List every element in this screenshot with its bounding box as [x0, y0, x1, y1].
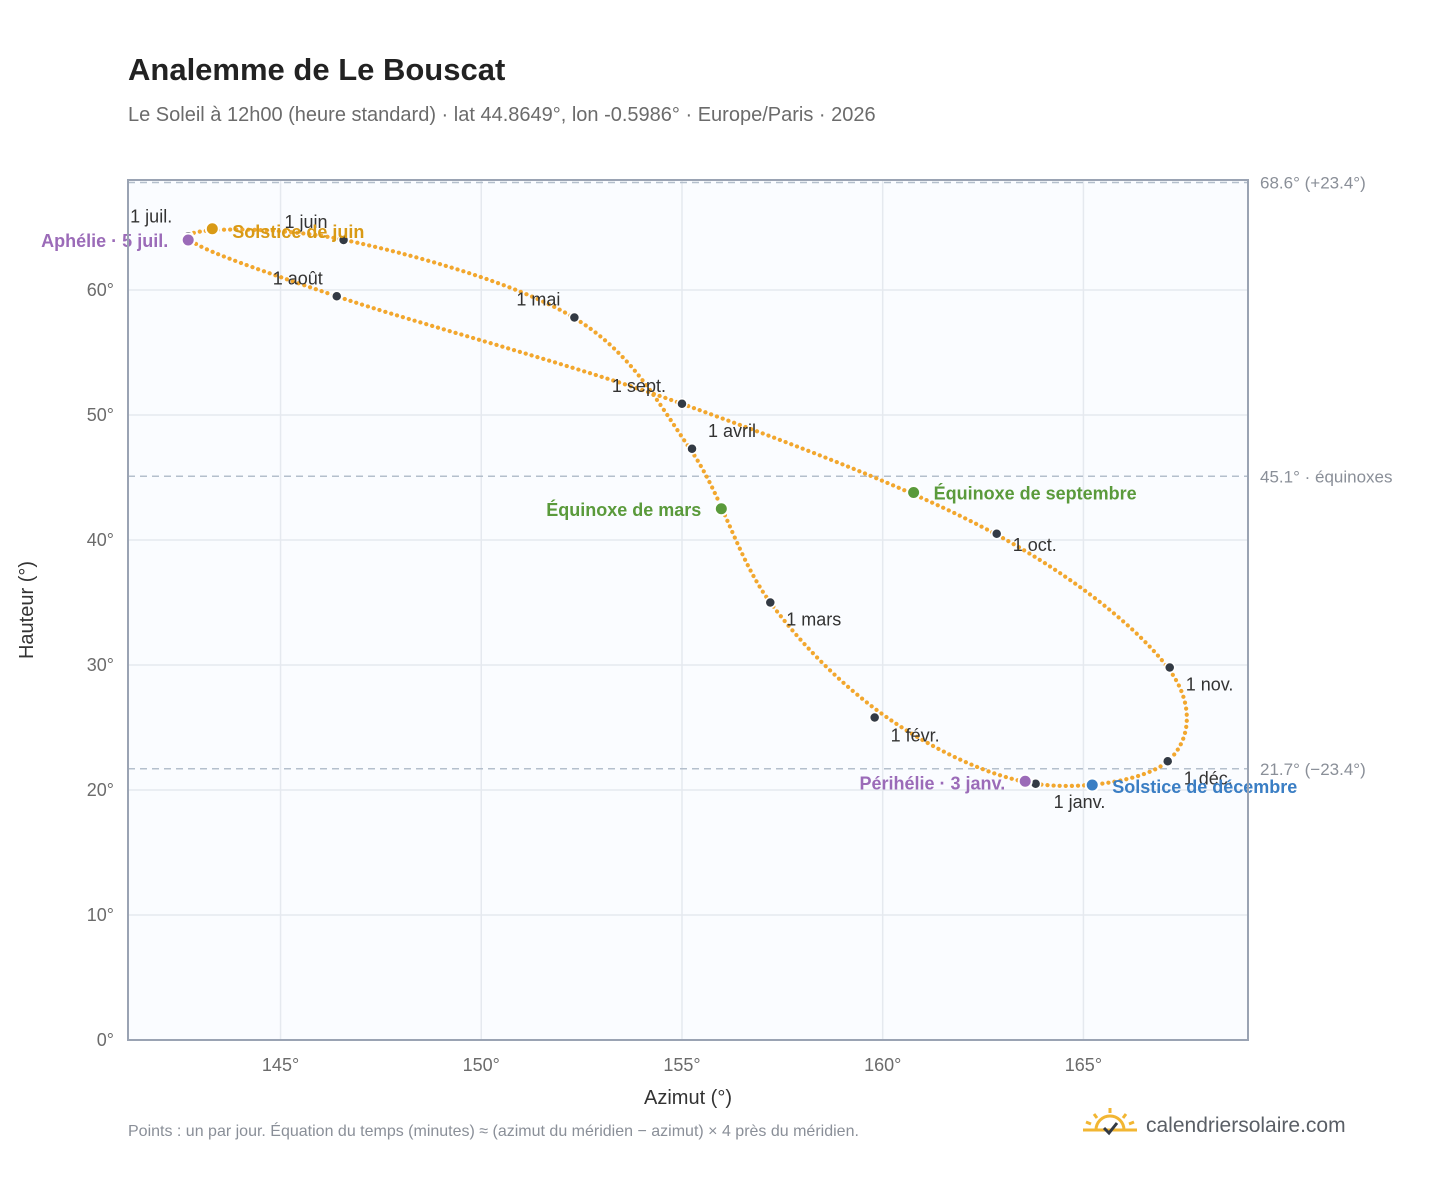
footer-note: Points : un par jour. Équation du temps … — [128, 1123, 859, 1140]
month-marker — [868, 711, 881, 724]
month-marker-label: 1 avril — [708, 421, 756, 441]
x-tick-label: 155° — [663, 1055, 700, 1075]
x-axis-label: Azimut (°) — [644, 1087, 732, 1109]
event-marker — [204, 221, 220, 237]
month-marker-label: 1 mai — [516, 290, 560, 310]
month-marker-label: 1 sept. — [612, 376, 666, 396]
reference-line-label: 68.6° (+23.4°) — [1260, 174, 1366, 193]
x-tick-label: 150° — [463, 1055, 500, 1075]
plot-area — [128, 180, 1248, 1040]
month-marker — [676, 398, 688, 410]
month-marker-label: 1 oct. — [1013, 535, 1057, 555]
event-markers: Solstice de juin Équinoxe de mars Équinoxe… — [41, 221, 1297, 797]
event-label: Équinoxe de septembre — [934, 483, 1137, 504]
y-tick-label: 30° — [87, 655, 114, 675]
month-marker — [568, 311, 581, 324]
event-label: Solstice de juin — [232, 222, 364, 242]
x-tick-label: 145° — [262, 1055, 299, 1075]
y-tick-label: 10° — [87, 905, 114, 925]
month-marker — [1161, 755, 1174, 767]
brand-name: calendriersolaire.com — [1146, 1113, 1346, 1137]
month-marker — [337, 234, 350, 246]
plot-frame — [127, 179, 1249, 1041]
event-label: Périhélie · 3 janv. — [859, 773, 1005, 793]
month-marker — [764, 596, 777, 609]
y-tick-label: 20° — [87, 780, 114, 800]
month-marker-label: 1 févr. — [891, 726, 940, 746]
event-marker — [1084, 777, 1100, 793]
event-marker — [713, 501, 729, 517]
chart-subtitle: Le Soleil à 12h00 (heure standard) · lat… — [128, 104, 876, 126]
month-marker — [1163, 661, 1176, 674]
event-label: Aphélie · 5 juil. — [41, 231, 168, 251]
event-label: Solstice de décembre — [1112, 777, 1297, 797]
reference-lines: 68.6° (+23.4°) 45.1° · équinoxes 21.7° (−2… — [128, 174, 1393, 779]
x-tick-label: 165° — [1065, 1055, 1102, 1075]
y-tick-label: 50° — [87, 405, 114, 425]
month-marker-label: 1 déc. — [1184, 768, 1233, 788]
chart-title: Analemme de Le Bouscat — [128, 52, 506, 87]
x-tick-label: 160° — [864, 1055, 901, 1075]
month-markers: 1 janv. 1 févr. 1 mars 1 avril 1 mai 1 juin 1 … — [130, 206, 1233, 812]
month-marker-label: 1 janv. — [1054, 792, 1106, 812]
axis-ticks: 145° 150° 155° 160° 165° 0° 10° 20° 30° 40° 50° 60° — [87, 280, 1102, 1075]
month-marker-label: 1 juil. — [130, 206, 172, 226]
event-marker — [906, 485, 922, 500]
event-marker — [180, 232, 196, 248]
sun-check-icon — [1082, 1106, 1138, 1145]
reference-line-label: 45.1° · équinoxes — [1260, 467, 1393, 486]
month-marker-label: 1 nov. — [1186, 675, 1234, 695]
y-tick-label: 40° — [87, 530, 114, 550]
month-marker — [686, 443, 698, 455]
month-marker-label: 1 mars — [786, 610, 841, 630]
brand-logo[interactable]: calendriersolaire.com — [1082, 1106, 1346, 1145]
month-marker — [330, 290, 343, 302]
month-marker-label: 1 juin — [285, 212, 328, 232]
event-label: Équinoxe de mars — [546, 499, 701, 520]
month-marker — [990, 528, 1003, 540]
reference-line-label: 21.7° (−23.4°) — [1260, 760, 1366, 779]
y-tick-label: 0° — [97, 1030, 114, 1050]
y-axis-label: Hauteur (°) — [16, 561, 38, 659]
event-marker — [1017, 773, 1033, 789]
month-marker-label: 1 août — [273, 268, 323, 288]
y-tick-label: 60° — [87, 280, 114, 300]
